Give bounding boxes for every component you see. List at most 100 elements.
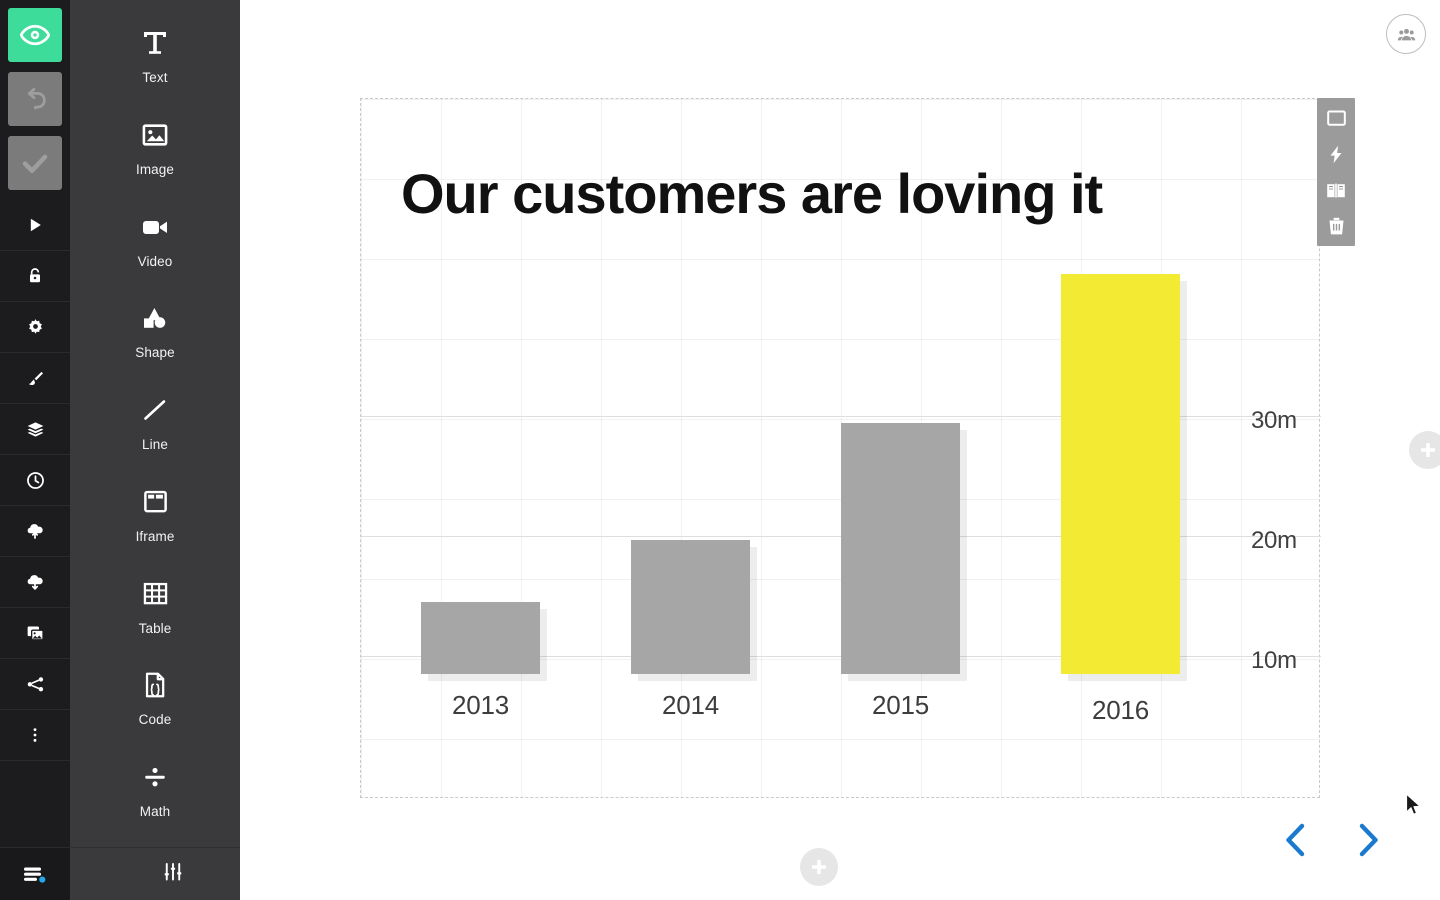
bar-2015[interactable]: [841, 423, 960, 674]
tool-label: Image: [135, 161, 175, 177]
iframe-icon: [142, 481, 169, 523]
animation-button[interactable]: [1321, 140, 1351, 168]
tool-label: Shape: [135, 345, 175, 361]
left-icon-rail: [0, 0, 70, 900]
shape-icon: [140, 297, 170, 339]
sidebar-item-history[interactable]: [0, 455, 70, 506]
mouse-cursor: [1405, 793, 1422, 822]
sidebar-item-share[interactable]: [0, 659, 70, 710]
tool-label: Video: [137, 253, 173, 269]
sidebar-item-layers[interactable]: [0, 404, 70, 455]
eye-icon: [20, 24, 50, 46]
trash-icon: [1329, 217, 1343, 234]
play-icon: [30, 218, 41, 232]
clock-icon: [26, 471, 44, 489]
y-tick-label: 30m: [1251, 407, 1297, 434]
slide-title[interactable]: Our customers are loving it: [401, 162, 1103, 225]
collaborators-button[interactable]: [1386, 14, 1426, 54]
add-slide-bottom-button[interactable]: [800, 848, 838, 886]
tool-label: Text: [142, 70, 168, 85]
stage: Our customers are loving it 30m 20m 10m …: [240, 0, 1440, 900]
text-icon: [141, 22, 169, 64]
gear-icon: [28, 318, 42, 334]
tool-line[interactable]: Line: [70, 389, 240, 481]
chevron-left-icon: [1286, 823, 1305, 857]
x-tick-label: 2014: [661, 690, 720, 720]
sidebar-item-lock[interactable]: [0, 251, 70, 302]
lightning-icon: [1330, 145, 1342, 163]
slide-canvas[interactable]: Our customers are loving it 30m 20m 10m …: [360, 98, 1321, 799]
sliders-icon: [164, 862, 182, 880]
list-icon: [24, 867, 46, 883]
undo-icon: [27, 87, 46, 110]
tool-video[interactable]: Video: [70, 206, 240, 298]
tool-label: Iframe: [135, 528, 175, 544]
rail-action-group: [0, 0, 70, 190]
code-icon: [142, 664, 168, 706]
more-vertical-icon: [33, 728, 37, 742]
undo-button[interactable]: [8, 72, 62, 126]
bar-2016[interactable]: [1061, 274, 1180, 674]
bar-chart[interactable]: 30m 20m 10m 2013 2014 2015 2016: [361, 274, 1321, 799]
gridline-30m: [361, 416, 1321, 417]
sidebar-item-more[interactable]: [0, 710, 70, 761]
paintbrush-icon: [28, 371, 43, 385]
images-icon: [27, 626, 44, 640]
x-tick-label: 2015: [871, 690, 930, 720]
chevron-right-icon: [1359, 823, 1378, 857]
tool-text[interactable]: Text: [70, 22, 240, 114]
y-tick-label: 20m: [1251, 527, 1297, 554]
plus-icon: [1421, 443, 1435, 457]
x-tick-label: 2013: [451, 690, 510, 720]
table-icon: [142, 573, 169, 615]
share-icon: [27, 676, 43, 691]
frame-icon: [1326, 110, 1346, 126]
slides-list-button[interactable]: [0, 847, 70, 900]
sidebar-item-cloud-download[interactable]: [0, 557, 70, 608]
preview-button[interactable]: [8, 8, 62, 62]
tool-label: Line: [142, 437, 168, 453]
line-icon: [140, 389, 170, 431]
tool-list: Text Image: [70, 0, 240, 848]
bar-2013[interactable]: [421, 602, 540, 674]
lock-icon: [30, 268, 40, 283]
slide-side-toolbar: [1317, 98, 1355, 246]
tool-table[interactable]: Table: [70, 573, 240, 665]
bar-2014[interactable]: [631, 540, 750, 674]
notification-badge: [39, 876, 46, 883]
layers-icon: [27, 421, 43, 437]
tool-image[interactable]: Image: [70, 114, 240, 206]
cloud-download-icon: [27, 575, 43, 590]
sidebar-item-cloud-upload[interactable]: [0, 506, 70, 557]
adjustments-button[interactable]: [162, 861, 184, 888]
tool-code[interactable]: Code: [70, 664, 240, 756]
tool-shape[interactable]: Shape: [70, 297, 240, 389]
sidebar-item-gallery[interactable]: [0, 608, 70, 659]
sidebar-item-theme[interactable]: [0, 353, 70, 404]
y-tick-label: 10m: [1251, 647, 1297, 674]
sidebar-item-settings[interactable]: [0, 302, 70, 353]
x-tick-label: 2016: [1091, 695, 1150, 725]
next-slide-button[interactable]: [1352, 820, 1384, 860]
tool-label: Math: [139, 804, 171, 820]
delete-button[interactable]: [1321, 212, 1351, 240]
tool-label: Code: [138, 712, 172, 728]
plus-icon: [812, 860, 826, 874]
tool-iframe[interactable]: Iframe: [70, 481, 240, 573]
check-icon: [22, 154, 48, 174]
confirm-button[interactable]: [8, 136, 62, 190]
tool-label: Table: [138, 620, 172, 636]
notes-button[interactable]: [1321, 176, 1351, 204]
add-slide-right-button[interactable]: [1409, 431, 1440, 469]
prev-slide-button[interactable]: [1280, 820, 1312, 860]
tool-panel-footer: [70, 847, 240, 900]
cloud-upload-icon: [27, 524, 43, 539]
tool-math[interactable]: Math: [70, 756, 240, 848]
math-icon: [141, 756, 169, 798]
people-icon: [1397, 28, 1415, 40]
image-icon: [141, 114, 169, 156]
sidebar-item-play[interactable]: [0, 200, 70, 251]
slide-frame-button[interactable]: [1321, 104, 1351, 132]
tool-panel: Text Image: [70, 0, 240, 900]
